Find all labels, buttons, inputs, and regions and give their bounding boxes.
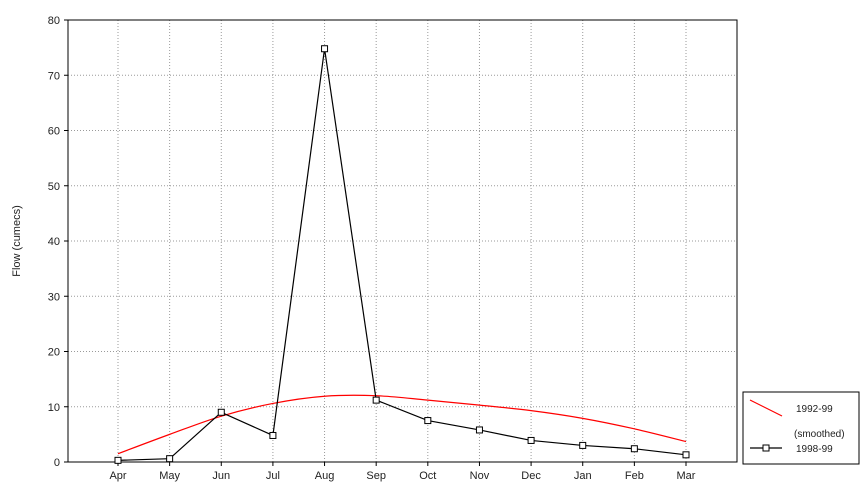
legend-swatch-smoothed: [749, 399, 783, 417]
legend-label-1998-99: 1998-99: [796, 444, 833, 455]
grid: [68, 20, 737, 462]
legend-label-smoothed-note: (smoothed): [794, 429, 845, 440]
data-point: [527, 436, 535, 444]
x-tick-label: Mar: [677, 470, 696, 482]
plot-area: [67, 19, 738, 463]
x-axis: Apr May Jun Jul Aug Sep Oct Nov Dec Jan Feb Mar: [109, 462, 696, 482]
series-line: [117, 394, 687, 455]
legend: 1992-99 (smoothed) 1998-99: [742, 391, 860, 465]
data-point: [321, 45, 329, 53]
x-tick-label: Jun: [212, 470, 230, 482]
y-tick-label: 50: [48, 181, 60, 193]
data-point: [424, 417, 432, 425]
y-tick-label: 80: [48, 15, 60, 27]
x-tick-label: May: [159, 470, 180, 482]
data-point: [217, 408, 225, 416]
data-point: [579, 441, 587, 449]
x-tick-label: Oct: [419, 470, 436, 482]
y-tick-label: 40: [48, 236, 60, 248]
x-tick-label: Jul: [266, 470, 280, 482]
x-tick-label: Nov: [470, 470, 490, 482]
x-tick-label: Jan: [574, 470, 592, 482]
y-tick-label: 60: [48, 126, 60, 138]
data-point: [475, 426, 483, 434]
series-1992-99: [117, 394, 687, 455]
data-point: [269, 431, 277, 439]
y-tick-label: 30: [48, 291, 60, 303]
data-point: [682, 451, 690, 459]
data-point: [114, 456, 122, 464]
series-1998-99: [114, 45, 690, 464]
y-tick-label: 0: [54, 457, 60, 469]
legend-box: [742, 391, 860, 465]
x-tick-label: Aug: [315, 470, 335, 482]
data-point: [630, 445, 638, 453]
y-tick-label: 70: [48, 70, 60, 82]
y-tick-label: 10: [48, 402, 60, 414]
series-line: [117, 48, 687, 461]
x-tick-label: Feb: [625, 470, 644, 482]
y-axis-label: Flow (cumecs): [11, 205, 23, 277]
legend-label-smoothed: 1992-99: [796, 404, 833, 415]
x-tick-label: Dec: [521, 470, 541, 482]
legend-marker-1998-99: [762, 444, 770, 452]
data-point: [166, 455, 174, 463]
x-tick-label: Apr: [109, 470, 126, 482]
data-point: [372, 396, 380, 404]
x-tick-label: Sep: [366, 470, 386, 482]
y-axis: 0 10 20 30 40 50 60 70 80: [48, 15, 68, 469]
y-tick-label: 20: [48, 347, 60, 359]
series-layer: [114, 45, 690, 464]
